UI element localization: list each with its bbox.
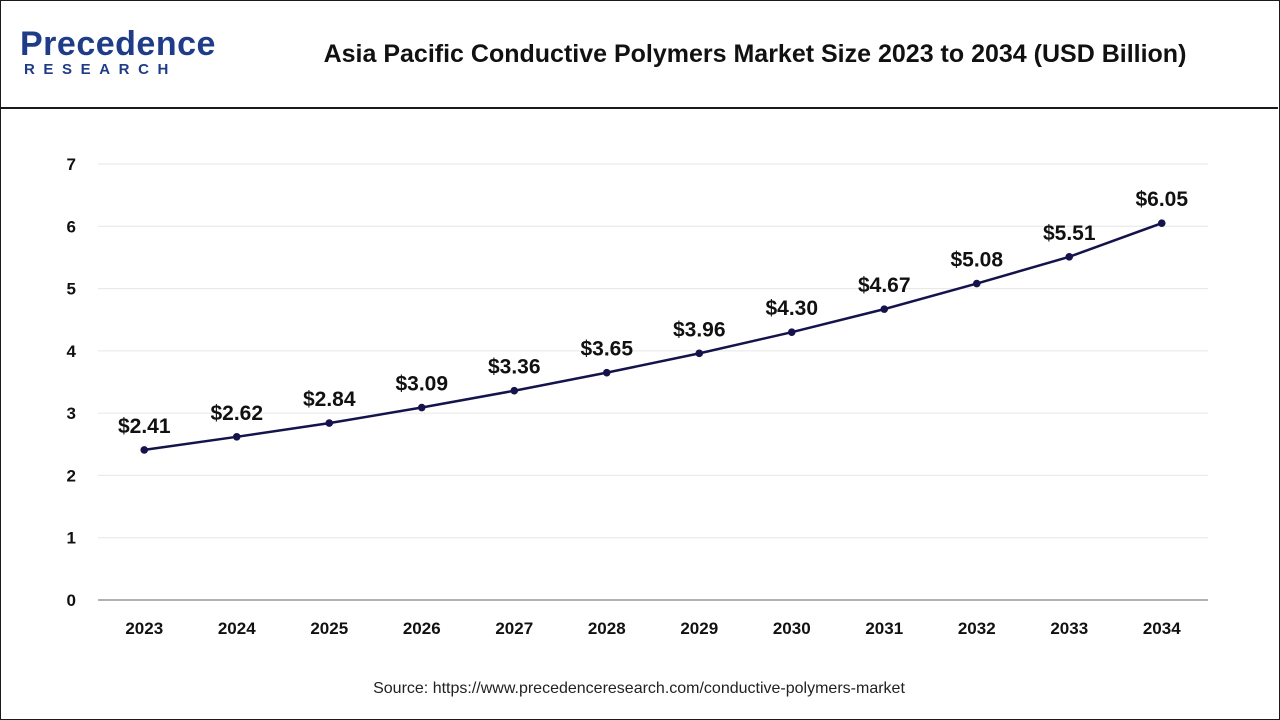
data-point <box>602 368 611 377</box>
y-tick-label: 0 <box>67 591 76 610</box>
data-point <box>880 305 889 313</box>
data-label: $3.96 <box>673 318 726 341</box>
x-tick-label: 2028 <box>588 619 626 638</box>
x-tick-label: 2024 <box>218 619 256 638</box>
x-axis-ticks: 2023 2024 2025 2026 2027 2028 2029 2030 2031 2032… <box>125 619 1181 638</box>
data-label: $3.09 <box>395 373 448 396</box>
data-point <box>695 349 704 358</box>
data-label: $3.36 <box>488 356 541 379</box>
data-points <box>140 219 1166 454</box>
data-label: $4.30 <box>765 297 818 320</box>
data-point <box>232 433 241 441</box>
x-tick-label: 2033 <box>1050 619 1088 638</box>
x-tick-label: 2034 <box>1143 619 1181 638</box>
data-point <box>1157 219 1166 227</box>
x-tick-label: 2029 <box>680 619 718 638</box>
data-point <box>417 403 426 412</box>
data-labels: $2.41 $2.62 $2.84 $3.09 $3.36 $3.65 $3.96 $4.30… <box>118 188 1188 438</box>
line-chart: 0 1 2 3 4 5 6 7 2023 2024 2025 2026 2027 2028 2029 203… <box>67 155 1208 638</box>
logo-wordmark: Precedence <box>20 25 216 63</box>
x-tick-label: 2023 <box>125 619 163 638</box>
data-point <box>140 446 149 454</box>
y-tick-label: 3 <box>67 404 76 423</box>
data-label: $2.84 <box>303 388 356 411</box>
data-label: $6.05 <box>1135 188 1188 211</box>
x-tick-label: 2032 <box>958 619 996 638</box>
data-label: $5.08 <box>950 249 1003 272</box>
series-line <box>144 221 1163 452</box>
x-tick-label: 2030 <box>773 619 811 638</box>
data-label: $3.65 <box>580 338 633 361</box>
data-label: $5.51 <box>1043 222 1096 245</box>
x-tick-label: 2031 <box>865 619 903 638</box>
y-tick-label: 7 <box>67 155 76 174</box>
data-label: $2.62 <box>210 402 263 425</box>
y-tick-label: 4 <box>67 342 77 361</box>
logo-subtitle: RESEARCH <box>24 61 177 78</box>
gridlines <box>98 163 1208 539</box>
x-tick-label: 2025 <box>310 619 348 638</box>
y-tick-label: 6 <box>67 217 76 236</box>
data-label: $4.67 <box>858 274 911 297</box>
data-point <box>972 279 981 288</box>
source-note: Source: https://www.precedenceresearch.c… <box>373 680 905 697</box>
x-tick-label: 2026 <box>403 619 441 638</box>
data-point <box>1065 253 1074 261</box>
y-tick-label: 5 <box>67 280 76 299</box>
chart-title: Asia Pacific Conductive Polymers Market … <box>323 40 1187 68</box>
data-label: $2.41 <box>118 415 171 438</box>
brand-logo: Precedence RESEARCH <box>20 24 220 84</box>
x-tick-label: 2027 <box>495 619 533 638</box>
data-point <box>510 386 519 395</box>
header: Precedence RESEARCH Asia Pacific Conduct… <box>0 0 1278 109</box>
data-point <box>787 328 796 336</box>
y-tick-label: 1 <box>67 529 76 548</box>
y-axis-ticks: 0 1 2 3 4 5 6 7 <box>67 155 77 610</box>
y-tick-label: 2 <box>67 466 76 485</box>
data-point <box>325 419 334 427</box>
